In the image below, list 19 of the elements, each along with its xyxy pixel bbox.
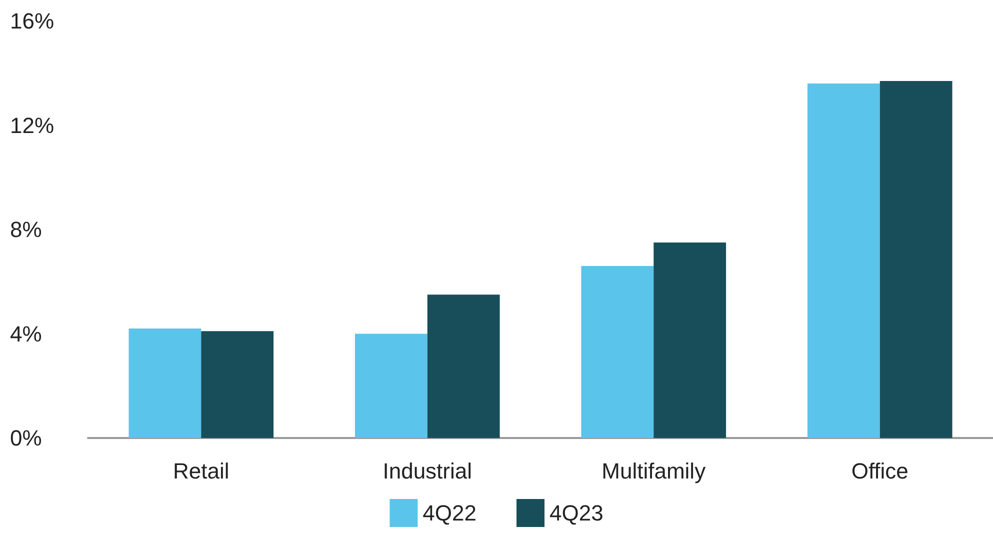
bar <box>128 328 202 438</box>
bar <box>354 334 428 438</box>
x-tick-label: Industrial <box>382 458 472 484</box>
y-tick-label: 8% <box>10 217 42 242</box>
x-tick-label: Multifamily <box>602 458 706 484</box>
y-tick-label: 0% <box>10 426 42 450</box>
y-tick-label: 12% <box>10 112 54 138</box>
legend-label: 4Q22 <box>422 500 477 526</box>
bar <box>201 331 274 438</box>
bar <box>654 242 726 438</box>
x-tick-label: Office <box>851 458 908 484</box>
bar <box>807 84 880 438</box>
x-tick-label: Retail <box>173 458 230 484</box>
y-tick-label: 16% <box>10 8 54 34</box>
legend-label: 4Q23 <box>550 500 604 526</box>
bar <box>427 294 500 438</box>
bar <box>581 266 654 438</box>
bar <box>880 80 952 438</box>
y-tick-label: 4% <box>10 321 42 346</box>
